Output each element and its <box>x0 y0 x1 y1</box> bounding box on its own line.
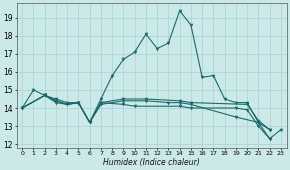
X-axis label: Humidex (Indice chaleur): Humidex (Indice chaleur) <box>103 158 200 167</box>
